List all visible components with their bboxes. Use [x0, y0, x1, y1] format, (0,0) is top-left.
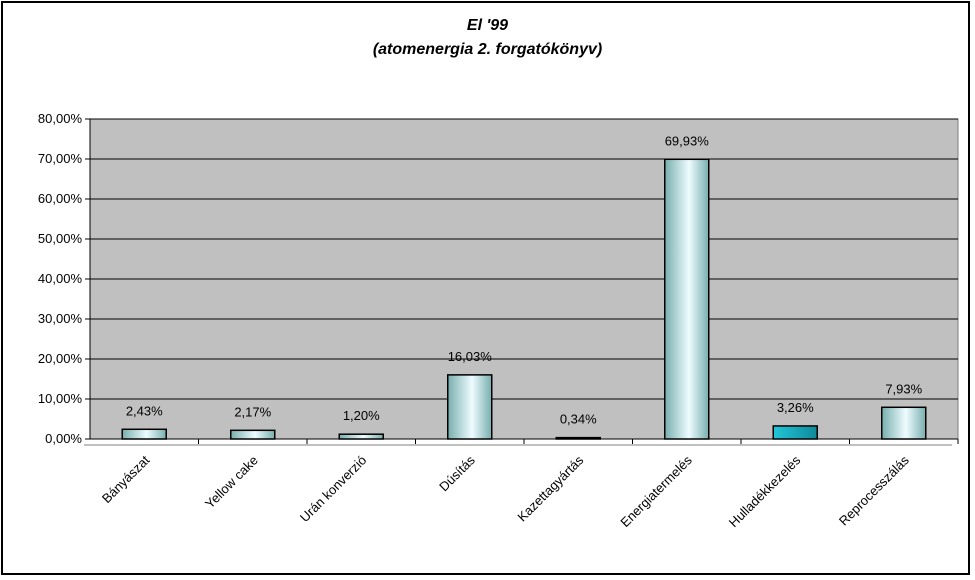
bar	[664, 158, 710, 440]
y-tick-label: 20,00%	[38, 351, 83, 366]
category-label: Dúsítás	[436, 452, 478, 494]
y-tick-label: 50,00%	[38, 231, 83, 246]
y-tick-label: 0,00%	[45, 431, 82, 446]
bar	[230, 429, 276, 440]
y-tick-label: 10,00%	[38, 391, 83, 406]
bar	[121, 428, 167, 440]
bar	[772, 425, 818, 440]
category-label: Yellow cake	[202, 453, 261, 512]
data-label: 1,20%	[343, 408, 380, 423]
bar	[338, 433, 384, 440]
category-label: Kazettagyártás	[514, 452, 586, 524]
bar	[555, 436, 601, 440]
y-tick-label: 80,00%	[38, 111, 83, 126]
y-tick-label: 60,00%	[38, 191, 83, 206]
data-label: 0,34%	[560, 412, 597, 427]
bar	[447, 374, 493, 440]
data-label: 3,26%	[777, 400, 814, 415]
category-label: Hulladékkezelés	[726, 452, 804, 530]
chart-subtitle: (atomenergia 2. forgatókönyv)	[372, 41, 603, 58]
category-label: Energiatermelés	[617, 452, 695, 530]
bar	[881, 406, 927, 440]
category-label: Urán konverzió	[297, 453, 369, 525]
y-tick-label: 40,00%	[38, 271, 83, 286]
category-label: Bányászat	[99, 452, 153, 506]
chart-title: El '99	[466, 17, 509, 34]
data-label: 2,43%	[126, 403, 163, 418]
y-tick-label: 70,00%	[38, 151, 83, 166]
category-label: Reprocesszálás	[836, 452, 912, 528]
data-label: 16,03%	[448, 349, 493, 364]
data-label: 2,17%	[234, 404, 271, 419]
data-label: 69,93%	[665, 133, 710, 148]
data-label: 7,93%	[885, 381, 922, 396]
y-tick-label: 30,00%	[38, 311, 83, 326]
